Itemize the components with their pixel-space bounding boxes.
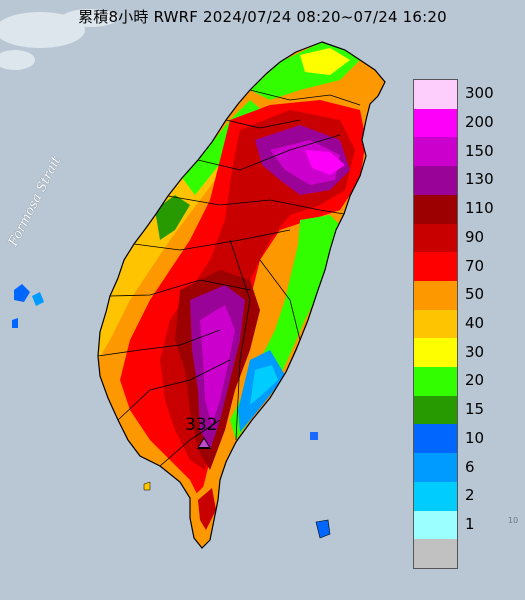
- island-outline: [97, 41, 386, 549]
- county-boundaries: [97, 89, 361, 467]
- legend-swatch: [414, 453, 457, 482]
- legend-swatch: [414, 166, 457, 195]
- legend-swatch: [414, 395, 457, 425]
- legend-label: 130: [465, 170, 494, 189]
- legend-swatch: [414, 194, 457, 224]
- legend-label: 40: [465, 314, 485, 332]
- legend-swatch: [414, 223, 457, 253]
- legend-label: 20: [465, 371, 485, 390]
- legend-label: 2: [465, 486, 475, 505]
- legend-label: 70: [465, 256, 485, 275]
- legend-swatch: [414, 367, 457, 396]
- legend-label: 15: [465, 400, 485, 419]
- legend-label: 110: [465, 199, 494, 218]
- legend-label: 6: [465, 457, 475, 476]
- color-legend: 300 200 150 130 110 90 70 50 40 30 20 15 10 6 2 1: [413, 79, 517, 569]
- legend-swatch: [414, 309, 457, 339]
- legend-label: 30: [465, 342, 485, 361]
- legend-label: 150: [465, 141, 494, 160]
- legend-swatch: [414, 80, 457, 109]
- legend-swatch: [414, 424, 457, 454]
- legend-swatch: [414, 280, 457, 310]
- legend-swatch: [414, 481, 457, 511]
- max-value-label: 332: [185, 415, 218, 435]
- legend-swatch: [414, 108, 457, 138]
- legend-swatch: [414, 539, 457, 568]
- legend-label: 50: [465, 285, 485, 304]
- legend-swatch: [414, 137, 457, 167]
- legend-swatch: [414, 252, 457, 281]
- map-title: 累積8小時 RWRF 2024/07/24 08:20~07/24 16:20: [78, 8, 447, 26]
- legend-label: 90: [465, 227, 485, 246]
- max-value-marker-icon: [197, 437, 211, 449]
- legend-label: 1: [465, 514, 475, 533]
- legend-color-bar: [413, 79, 458, 569]
- offshore-islands: [12, 284, 331, 539]
- svg-text:10: 10: [508, 516, 518, 525]
- legend-label: 300: [465, 84, 494, 103]
- legend-swatch: [414, 510, 457, 540]
- legend-label: 10: [465, 428, 485, 447]
- legend-label: 200: [465, 113, 494, 132]
- legend-swatch: [414, 338, 457, 368]
